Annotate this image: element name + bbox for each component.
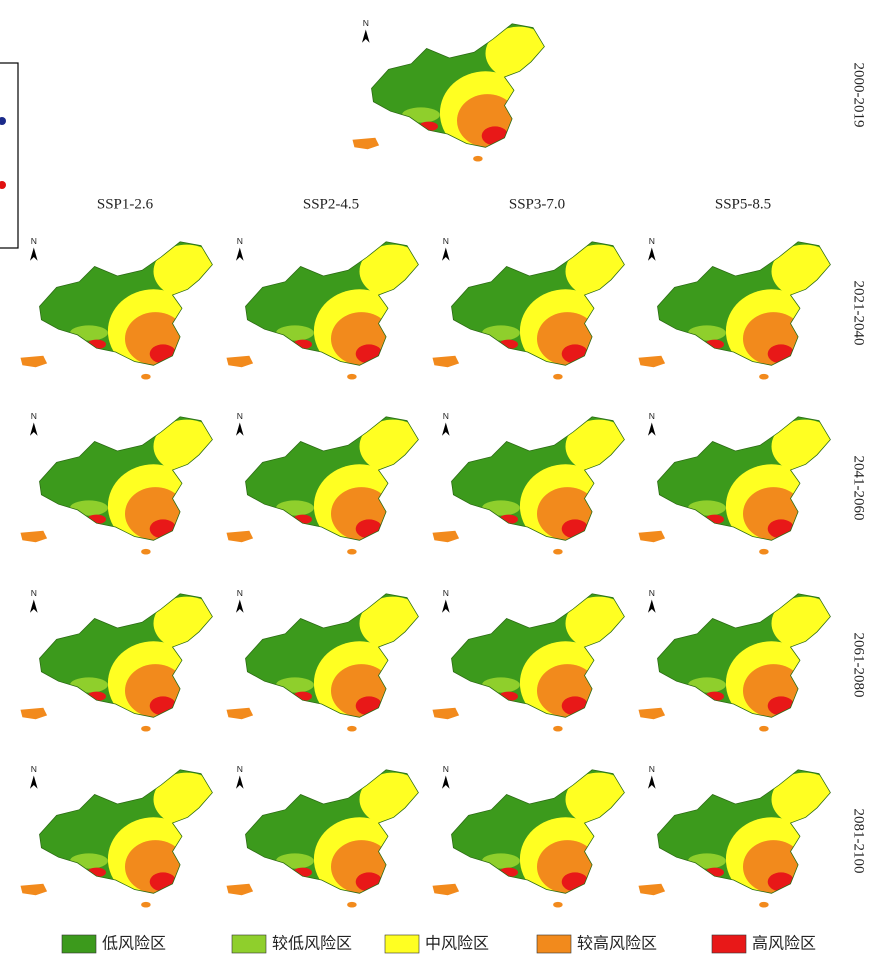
legend-label: 较低风险区 <box>272 935 352 953</box>
north-label: N <box>649 411 655 421</box>
page: N 2000-2019 SSP1-2.6 SSP2-4.5 SSP3-7.0 SSP5-8… <box>0 0 873 966</box>
north-label: N <box>443 588 449 598</box>
period-label: 2000-2019 <box>851 63 867 128</box>
legend-swatch <box>385 935 419 953</box>
legend-label: 中风险区 <box>425 935 489 953</box>
north-label: N <box>237 236 243 246</box>
legend-swatch <box>232 935 266 953</box>
legend-label: 较高风险区 <box>577 935 657 953</box>
north-label: N <box>237 411 243 421</box>
north-label: N <box>31 588 37 598</box>
legend-label: 高风险区 <box>752 935 816 953</box>
north-label: N <box>31 236 37 246</box>
north-label: N <box>31 764 37 774</box>
figure: N 2000-2019 SSP1-2.6 SSP2-4.5 SSP3-7.0 SSP5-8… <box>0 0 873 961</box>
period-label: 2061-2080 <box>851 633 867 698</box>
period-label: 2041-2060 <box>851 456 867 521</box>
north-label: N <box>443 764 449 774</box>
scenario-label: SSP2-4.5 <box>303 196 359 212</box>
north-label: N <box>649 764 655 774</box>
legend-swatch <box>62 935 96 953</box>
period-label: 2081-2100 <box>851 809 867 874</box>
legend-swatch <box>712 935 746 953</box>
period-label: 2021-2040 <box>851 281 867 346</box>
legend-label: 低风险区 <box>102 935 166 953</box>
north-label: N <box>649 236 655 246</box>
legend-swatch <box>537 935 571 953</box>
scenario-label: SSP5-8.5 <box>715 196 771 212</box>
north-label: N <box>443 411 449 421</box>
north-label: N <box>443 236 449 246</box>
overlay-box <box>0 63 18 248</box>
north-label: N <box>237 588 243 598</box>
north-label: N <box>363 18 369 28</box>
scenario-label: SSP3-7.0 <box>509 196 565 212</box>
north-label: N <box>31 411 37 421</box>
north-label: N <box>649 588 655 598</box>
north-label: N <box>237 764 243 774</box>
scenario-label: SSP1-2.6 <box>97 196 154 212</box>
